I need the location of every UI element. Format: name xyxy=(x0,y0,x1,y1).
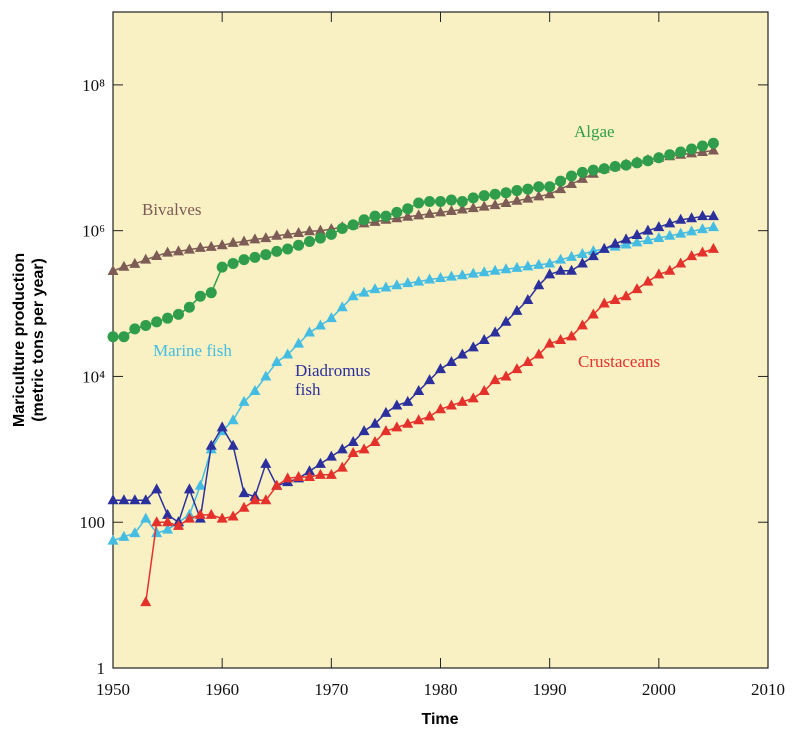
y-tick-label: 10⁴ xyxy=(82,367,105,386)
point xyxy=(577,167,588,178)
point xyxy=(380,211,391,222)
point xyxy=(337,223,348,234)
y-tick-label: 100 xyxy=(80,513,106,532)
x-tick-label: 1960 xyxy=(205,680,239,699)
point xyxy=(675,147,686,158)
point xyxy=(621,160,632,171)
point xyxy=(151,316,162,327)
chart: Time Mariculture production (metric tons… xyxy=(0,0,794,731)
point xyxy=(555,176,566,187)
point xyxy=(468,192,479,203)
y-tick-label: 10⁶ xyxy=(82,222,105,241)
point xyxy=(260,249,271,260)
point xyxy=(642,155,653,166)
plot-area xyxy=(113,12,768,668)
point xyxy=(653,152,664,163)
y-tick-label: 1 xyxy=(97,659,106,678)
point xyxy=(108,331,119,342)
point xyxy=(184,302,195,313)
point xyxy=(129,323,140,334)
point xyxy=(315,233,326,244)
point xyxy=(173,309,184,320)
x-tick-label: 1950 xyxy=(96,680,130,699)
x-tick-label: 2000 xyxy=(642,680,676,699)
point xyxy=(140,320,151,331)
point xyxy=(457,196,468,207)
x-axis-title: Time xyxy=(421,711,458,728)
point xyxy=(424,196,435,207)
point xyxy=(326,229,337,240)
x-tick-label: 1990 xyxy=(533,680,567,699)
point xyxy=(566,171,577,182)
point xyxy=(359,214,370,225)
point xyxy=(217,262,228,273)
y-tick-label: 10⁸ xyxy=(82,76,105,95)
point xyxy=(708,138,719,149)
y-axis-title: (metric tons per year) xyxy=(30,258,47,422)
point xyxy=(511,185,522,196)
point xyxy=(304,236,315,247)
point xyxy=(632,157,643,168)
point xyxy=(206,287,217,298)
point xyxy=(479,190,490,201)
point xyxy=(370,211,381,222)
x-tick-label: 1980 xyxy=(424,680,458,699)
point xyxy=(533,181,544,192)
point xyxy=(118,331,129,342)
point xyxy=(271,246,282,257)
chart-svg: Time Mariculture production (metric tons… xyxy=(0,0,794,731)
point xyxy=(501,187,512,198)
point xyxy=(664,149,675,160)
point xyxy=(402,203,413,214)
point xyxy=(391,207,402,218)
point xyxy=(435,196,446,207)
point xyxy=(522,184,533,195)
series-label: Marine fish xyxy=(153,341,232,360)
point xyxy=(697,141,708,152)
point xyxy=(293,240,304,251)
series-label: Diadromus fish xyxy=(295,361,375,399)
point xyxy=(195,291,206,302)
point xyxy=(282,244,293,255)
x-tick-label: 2010 xyxy=(751,680,785,699)
series-label: Bivalves xyxy=(142,200,202,219)
y-axis-title: Mariculture production xyxy=(11,253,28,427)
point xyxy=(686,143,697,154)
point xyxy=(490,189,501,200)
point xyxy=(249,252,260,263)
x-tick-label: 1970 xyxy=(314,680,348,699)
series-label: Crustaceans xyxy=(578,352,660,371)
point xyxy=(228,258,239,269)
point xyxy=(162,313,173,324)
series-label: Algae xyxy=(574,122,615,141)
point xyxy=(610,161,621,172)
point xyxy=(588,165,599,176)
point xyxy=(544,181,555,192)
point xyxy=(599,163,610,174)
point xyxy=(348,219,359,230)
point xyxy=(413,197,424,208)
point xyxy=(239,254,250,265)
point xyxy=(446,195,457,206)
